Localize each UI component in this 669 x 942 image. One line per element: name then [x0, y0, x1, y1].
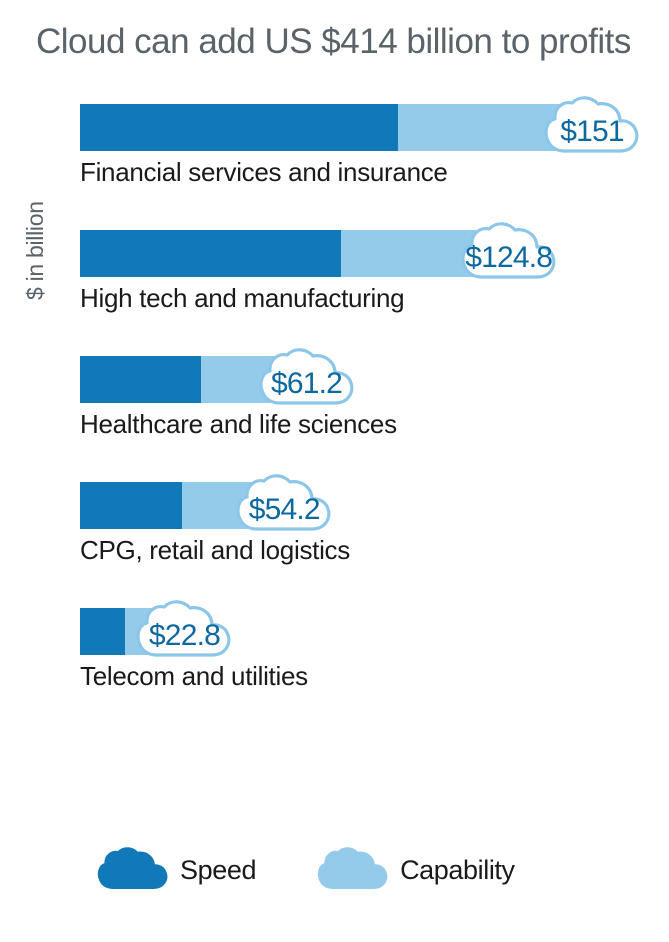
chart-row: $124.8 High tech and manufacturing: [80, 230, 640, 314]
bar-value-label: $22.8: [134, 619, 234, 653]
chart-title: Cloud can add US $414 billion to profits: [36, 22, 631, 62]
bar-category-label: Financial services and insurance: [80, 157, 640, 188]
legend-cloud-icon: [316, 846, 390, 894]
value-cloud-icon: $61.2: [257, 347, 357, 411]
bar-segment-speed: [80, 482, 182, 529]
chart-row: $151 Financial services and insurance: [80, 104, 640, 188]
bar-value-label: $54.2: [234, 493, 334, 527]
value-cloud-icon: $54.2: [234, 473, 334, 537]
bar-wrap: $54.2: [80, 482, 640, 529]
bar-wrap: $124.8: [80, 230, 640, 277]
value-cloud-icon: $22.8: [134, 599, 234, 663]
chart-area: $151 Financial services and insurance $12…: [80, 104, 640, 734]
chart-row: $22.8 Telecom and utilities: [80, 608, 640, 692]
bar-wrap: $22.8: [80, 608, 640, 655]
value-cloud-icon: $151: [542, 95, 642, 159]
legend-item: Speed: [96, 846, 256, 894]
bar-category-label: High tech and manufacturing: [80, 283, 640, 314]
chart-row: $54.2 CPG, retail and logistics: [80, 482, 640, 566]
bar-value-label: $124.8: [459, 241, 559, 275]
bar-wrap: $61.2: [80, 356, 640, 403]
bar-segment-capability: [341, 230, 477, 277]
bar-segment-speed: [80, 356, 201, 403]
legend-cloud-icon: [96, 846, 170, 894]
bar-category-label: CPG, retail and logistics: [80, 535, 640, 566]
value-cloud-icon: $124.8: [459, 221, 559, 285]
bar-value-label: $61.2: [257, 367, 357, 401]
bar-category-label: Telecom and utilities: [80, 661, 640, 692]
bar-segment-speed: [80, 104, 398, 151]
bar-category-label: Healthcare and life sciences: [80, 409, 640, 440]
legend-label: Capability: [400, 855, 515, 886]
bar-segment-speed: [80, 608, 125, 655]
bar-segment-capability: [398, 104, 560, 151]
legend-item: Capability: [316, 846, 515, 894]
bar-wrap: $151: [80, 104, 640, 151]
bar-segment-speed: [80, 230, 341, 277]
legend: Speed Capability: [96, 846, 515, 894]
y-axis-label: $ in billion: [22, 201, 49, 300]
chart-row: $61.2 Healthcare and life sciences: [80, 356, 640, 440]
bar-value-label: $151: [542, 115, 642, 149]
legend-label: Speed: [180, 855, 256, 886]
